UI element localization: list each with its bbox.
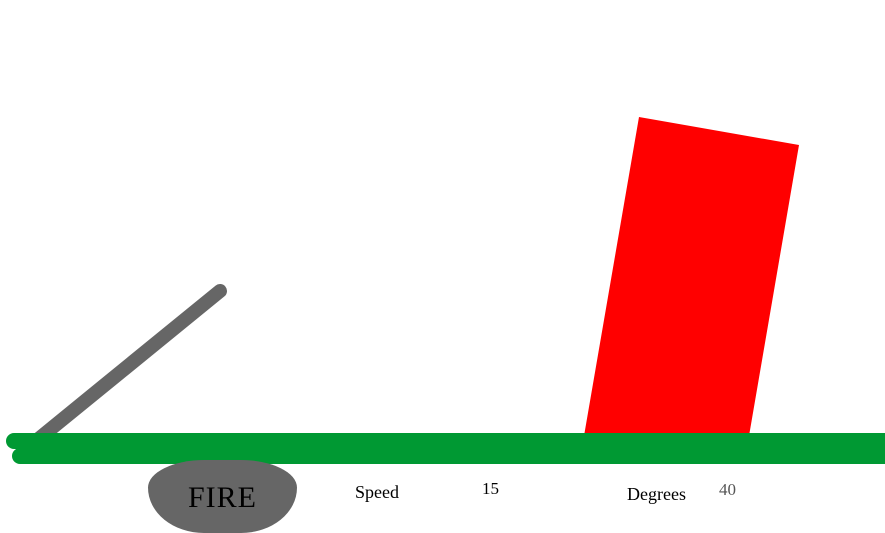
cannon-barrel xyxy=(29,284,227,448)
speed-label: Speed xyxy=(355,482,399,502)
fire-button-label: FIRE xyxy=(187,480,257,514)
degrees-label: Degrees xyxy=(627,484,686,504)
target-block xyxy=(584,117,799,436)
fire-button[interactable]: FIRE xyxy=(148,460,297,533)
degrees-input[interactable] xyxy=(719,480,759,500)
speed-input[interactable] xyxy=(482,479,522,499)
